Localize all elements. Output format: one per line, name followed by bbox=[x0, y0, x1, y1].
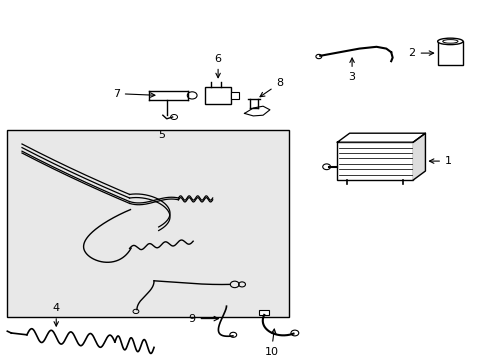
Bar bbox=[259, 310, 268, 315]
Bar bbox=[230, 92, 238, 99]
Text: 10: 10 bbox=[264, 329, 278, 357]
Polygon shape bbox=[244, 106, 269, 116]
Ellipse shape bbox=[437, 38, 462, 45]
Text: 3: 3 bbox=[348, 58, 355, 82]
Text: 5: 5 bbox=[158, 130, 165, 140]
Ellipse shape bbox=[442, 40, 457, 43]
Text: 2: 2 bbox=[407, 48, 433, 58]
Text: 4: 4 bbox=[53, 303, 60, 326]
Bar bbox=[337, 142, 412, 180]
Text: 1: 1 bbox=[428, 156, 451, 166]
Text: 8: 8 bbox=[260, 78, 283, 97]
Bar bbox=[205, 87, 230, 104]
Bar bbox=[437, 41, 462, 65]
Bar bbox=[7, 130, 288, 317]
Text: 7: 7 bbox=[112, 89, 155, 99]
Polygon shape bbox=[337, 133, 425, 142]
Text: 9: 9 bbox=[188, 314, 218, 324]
Polygon shape bbox=[412, 133, 425, 180]
Text: 6: 6 bbox=[214, 54, 221, 78]
